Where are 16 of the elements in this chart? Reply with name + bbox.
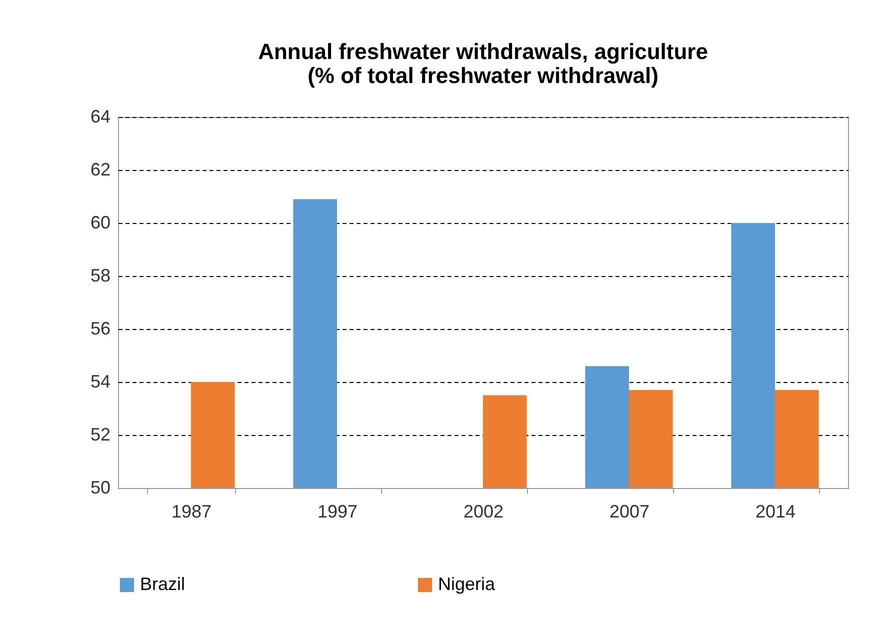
y-tick-label: 56	[90, 318, 110, 338]
x-tick-label: 2014	[755, 502, 796, 522]
y-tick-label: 52	[90, 424, 110, 444]
x-tick-label: 2007	[609, 502, 650, 522]
y-tick-label: 58	[90, 266, 110, 286]
x-tick-label: 2002	[463, 502, 504, 522]
y-tick-label: 50	[90, 478, 110, 498]
y-tick-label: 62	[90, 160, 110, 180]
y-tick-label: 64	[90, 106, 110, 126]
y-tick-label: 60	[90, 212, 110, 232]
x-tick-label: 1987	[171, 502, 212, 522]
legend-label: Nigeria	[438, 574, 496, 594]
legend-label: Brazil	[140, 574, 186, 594]
chart-title: Annual freshwater withdrawals, agriculture (% of total freshwater withdrawal)	[258, 39, 708, 88]
y-tick-label: 54	[90, 372, 110, 392]
x-tick-label: 1997	[317, 502, 358, 522]
